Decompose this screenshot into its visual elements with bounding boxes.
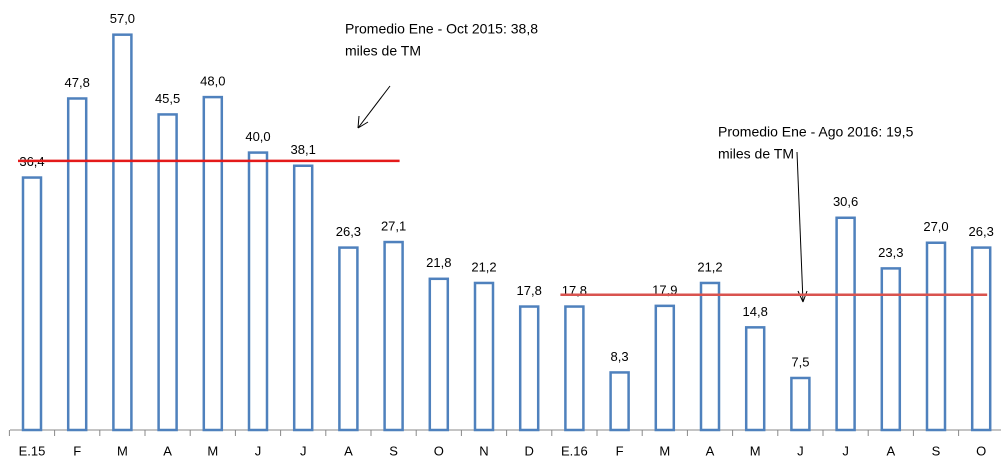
- value-label: 21,2: [697, 259, 722, 274]
- x-tick-label: F: [73, 443, 81, 458]
- bar: [112, 33, 133, 432]
- x-tick-label: M: [207, 443, 218, 458]
- value-label: 21,2: [471, 259, 496, 274]
- bar: [609, 371, 630, 432]
- x-tick-label: N: [479, 443, 488, 458]
- arrow: [357, 85, 391, 129]
- x-tick-label: A: [886, 443, 895, 458]
- bar: [790, 376, 811, 432]
- x-tick-label: A: [344, 443, 353, 458]
- bar: [835, 216, 856, 432]
- value-label: 14,8: [743, 304, 768, 319]
- bar: [21, 176, 43, 432]
- bar: [428, 277, 450, 432]
- x-tick-label: S: [932, 443, 941, 458]
- annotation: Promedio Ene - Ago 2016: 19,5: [718, 124, 914, 140]
- bar: [66, 97, 88, 432]
- x-tick-label: J: [300, 443, 307, 458]
- value-label: 57,0: [110, 11, 135, 26]
- annotation: miles de TM: [718, 146, 794, 162]
- bar: [292, 164, 314, 432]
- arrow: [796, 151, 804, 303]
- bar: [654, 304, 676, 432]
- x-tick-label: O: [434, 443, 444, 458]
- value-label: 48,0: [200, 74, 225, 89]
- bar: [880, 267, 902, 432]
- x-tick-label: E.15: [19, 443, 46, 458]
- value-label: 7,5: [791, 354, 809, 369]
- value-label: 27,1: [381, 218, 406, 233]
- x-tick-label: D: [525, 443, 534, 458]
- value-label: 26,3: [969, 224, 994, 239]
- value-label: 45,5: [155, 91, 180, 106]
- bar: [473, 281, 495, 432]
- arrow-head: [357, 115, 369, 129]
- x-tick-label: M: [659, 443, 670, 458]
- value-label: 47,8: [65, 75, 90, 90]
- annotation: Promedio Ene - Oct 2015: 38,8: [345, 21, 538, 37]
- value-label: 17,8: [517, 283, 542, 298]
- x-tick-label: M: [117, 443, 128, 458]
- bar: [744, 326, 766, 432]
- bar: [518, 305, 540, 432]
- bar: [925, 241, 947, 432]
- value-label: 8,3: [611, 349, 629, 364]
- x-tick-label: M: [750, 443, 761, 458]
- value-label: 40,0: [245, 129, 270, 144]
- value-label: 23,3: [878, 245, 903, 260]
- bar: [157, 113, 178, 432]
- bar: [338, 246, 359, 432]
- bar: [383, 240, 404, 432]
- value-label: 26,3: [336, 224, 361, 239]
- x-tick-label: J: [797, 443, 804, 458]
- x-tick-label: J: [255, 443, 262, 458]
- bar: [202, 95, 224, 432]
- bar: [970, 246, 992, 432]
- x-tick-label: E.16: [561, 443, 588, 458]
- bar: [564, 305, 585, 432]
- x-tick-label: J: [842, 443, 849, 458]
- bar: [247, 151, 269, 432]
- x-tick-label: O: [976, 443, 986, 458]
- value-label: 38,1: [291, 142, 316, 157]
- x-tick-label: A: [163, 443, 172, 458]
- value-label: 21,8: [426, 255, 451, 270]
- value-label: 27,0: [923, 219, 948, 234]
- x-tick-label: F: [616, 443, 624, 458]
- x-tick-label: A: [706, 443, 715, 458]
- bar: [699, 281, 721, 432]
- value-label: 30,6: [833, 194, 858, 209]
- arrow-head: [797, 290, 808, 303]
- annotation: miles de TM: [345, 43, 421, 59]
- x-tick-label: S: [389, 443, 398, 458]
